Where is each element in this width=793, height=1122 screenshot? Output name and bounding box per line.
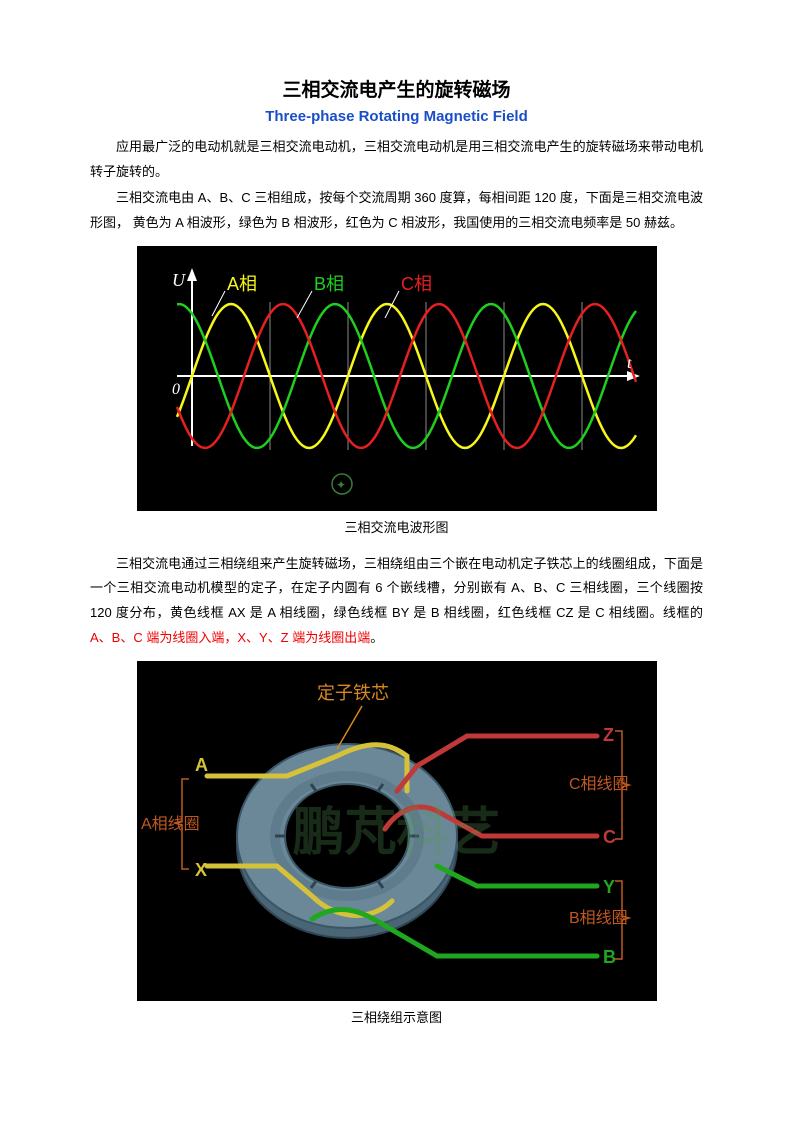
phase-c-label: C相 [401, 274, 432, 294]
axis-u-label: U [172, 270, 186, 290]
stator-svg: A X Z C Y B A相线圈 C相线圈 B相线圈 [137, 661, 657, 1001]
stator-figure: A X Z C Y B A相线圈 C相线圈 B相线圈 [137, 661, 657, 1001]
watermark-icon: ✦ [332, 474, 352, 494]
title-chinese: 三相交流电产生的旋转磁场 [90, 75, 703, 102]
svg-text:Z: Z [603, 725, 614, 745]
waveform-svg: U 0 t A相 B相 C相 ✦ www.pengky.cn [137, 246, 657, 511]
paragraph-3: 三相交流电通过三相绕组来产生旋转磁场，三相绕组由三个嵌在电动机定子铁芯上的线圈组… [90, 552, 703, 651]
waveform-figure: U 0 t A相 B相 C相 ✦ www.pengky.cn // draw a… [137, 246, 657, 511]
phase-a-label: A相 [227, 274, 257, 294]
document-page: 三相交流电产生的旋转磁场 Three-phase Rotating Magnet… [0, 0, 793, 1122]
caption-2: 三相绕组示意图 [90, 1007, 703, 1026]
paragraph-3-red: A、B、C 端为线圈入端，X、Y、Z 端为线圈出端 [90, 630, 370, 645]
svg-text:B: B [603, 947, 616, 967]
caption-1: 三相交流电波形图 [90, 517, 703, 536]
paragraph-3-a: 三相交流电通过三相绕组来产生旋转磁场，三相绕组由三个嵌在电动机定子铁芯上的线圈组… [90, 556, 703, 620]
paragraph-1: 应用最广泛的电动机就是三相交流电动机，三相交流电动机是用三相交流电产生的旋转磁场… [90, 135, 703, 184]
coil-a-label: A相线圈 [141, 815, 200, 833]
phase-b-label: B相 [314, 274, 344, 294]
coil-b-label: B相线圈 [569, 909, 628, 927]
paragraph-3-b: 。 [370, 630, 383, 645]
core-label: 定子铁芯 [317, 683, 389, 703]
svg-text:✦: ✦ [336, 478, 346, 492]
svg-text:X: X [195, 860, 207, 880]
axis-origin-label: 0 [172, 381, 180, 398]
watermark-url: www.pengky.cn [367, 478, 490, 495]
svg-text:A: A [195, 755, 208, 775]
axis-t-label: t [627, 355, 632, 372]
paragraph-2: 三相交流电由 A、B、C 三相组成，按每个交流周期 360 度算，每相间距 12… [90, 186, 703, 235]
svg-text:C: C [603, 827, 616, 847]
watermark-url-2: www.pengky.cn [322, 976, 445, 993]
title-english: Three-phase Rotating Magnetic Field [90, 108, 703, 125]
svg-text:Y: Y [603, 877, 615, 897]
coil-c-label: C相线圈 [569, 775, 629, 793]
